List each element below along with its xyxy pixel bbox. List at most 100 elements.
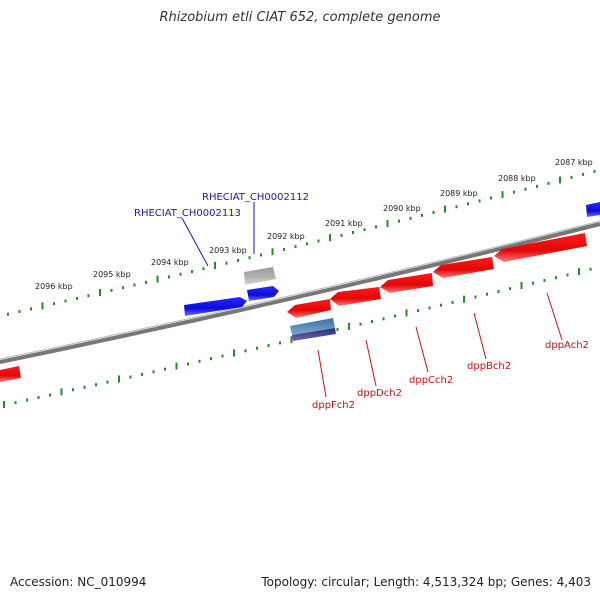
major-tick [405,309,408,317]
minor-tick [30,307,32,311]
gene-reverse-dppD [330,287,381,306]
major-tick [118,375,120,383]
minor-tick [294,245,297,249]
minor-tick [53,302,55,306]
leader-rheciat-2113 [181,217,209,267]
minor-tick [83,385,86,389]
minor-tick [363,228,366,232]
major-tick [175,362,178,370]
gene-labels: RHECIAT_CH0002112 RHECIAT_CH0002113 dppA… [134,192,589,411]
major-tick [348,322,350,330]
kbp-label-2089: 2089 kbp [440,189,478,198]
minor-tick [547,181,550,185]
minor-tick [398,219,400,223]
minor-tick [122,286,124,290]
minor-tick [76,296,78,300]
major-tick [559,176,561,184]
minor-tick [191,270,193,273]
minor-tick [589,267,592,271]
gene-label-rheciat-2113: RHECIAT_CH0002113 [134,208,241,219]
minor-tick [536,184,538,188]
kbp-label-2091: 2091 kbp [325,219,363,228]
gene-label-rheciat-2112: RHECIAT_CH0002112 [202,192,309,203]
minor-tick [279,341,281,345]
major-tick [214,262,216,269]
gene-label-dppB: dppBch2 [467,361,511,372]
minor-tick [202,267,205,271]
minor-tick [513,190,515,194]
kbp-labels: 2087 kbp 2088 kbp 2089 kbp 2090 kbp 2091… [35,158,593,291]
leader-dppF [317,349,327,398]
minor-tick [141,372,143,376]
gene-reverse-dppC [380,273,433,293]
kbp-label-2094: 2094 kbp [151,258,189,267]
minor-tick [14,401,17,405]
minor-tick [244,349,247,353]
major-tick [60,388,63,396]
gene-reverse-dppA [494,233,587,262]
kbp-label-2090: 2090 kbp [383,204,421,213]
minor-tick [256,346,258,350]
minor-tick [179,272,182,276]
minor-tick [18,310,21,314]
minor-tick [382,317,385,321]
minor-tick [7,312,9,316]
inner-tick-ring [3,267,592,409]
minor-tick [87,294,90,298]
major-tick [463,295,465,303]
forward-strand-genes [184,202,600,316]
major-tick [99,289,101,297]
minor-tick [168,275,170,279]
map-title: Rhizobium etli CIAT 652, complete genome [159,10,441,25]
minor-tick [164,367,166,371]
minor-tick [225,261,228,265]
kbp-label-2093: 2093 kbp [209,246,247,255]
gene-label-dppF: dppFch2 [312,400,355,411]
kbp-label-2088: 2088 kbp [498,174,536,183]
minor-tick [490,196,492,200]
major-tick [233,349,235,357]
minor-tick [145,280,147,284]
minor-tick [260,253,262,257]
minor-tick [474,295,477,299]
major-tick [271,248,274,256]
minor-tick [486,292,488,296]
gene-navy [292,328,336,341]
minor-tick [187,362,189,366]
major-tick [578,268,580,276]
minor-tick [210,357,212,361]
major-tick [329,234,331,242]
minor-tick [451,301,454,304]
minor-tick [543,278,546,282]
gene-gray [244,267,276,285]
minor-tick [336,328,339,331]
gene-label-dppC: dppCch2 [409,375,453,386]
major-tick [290,336,293,344]
minor-tick [555,276,557,280]
minor-tick [509,287,511,291]
minor-tick [421,213,423,217]
minor-tick [352,231,354,234]
minor-tick [198,359,201,363]
minor-tick [371,320,373,323]
major-tick [3,401,5,409]
minor-tick [478,199,481,203]
gene-steel [290,318,335,335]
gene-forward-2 [247,286,279,301]
minor-tick [455,205,458,209]
gene-reverse-dppB [433,257,494,278]
kbp-label-2096: 2096 kbp [35,282,73,291]
topology-text: Topology: circular; Length: 4,513,324 bp… [261,575,591,589]
minor-tick [129,375,132,379]
minor-tick [306,242,308,246]
minor-tick [467,202,469,206]
kbp-label-2095: 2095 kbp [93,270,131,279]
major-tick [156,275,159,283]
minor-tick [375,225,377,229]
minor-tick [570,175,573,179]
leader-dppA [546,292,563,341]
minor-tick [37,396,40,399]
label-leaders [181,202,563,398]
minor-tick [64,299,67,303]
minor-tick [359,322,362,326]
